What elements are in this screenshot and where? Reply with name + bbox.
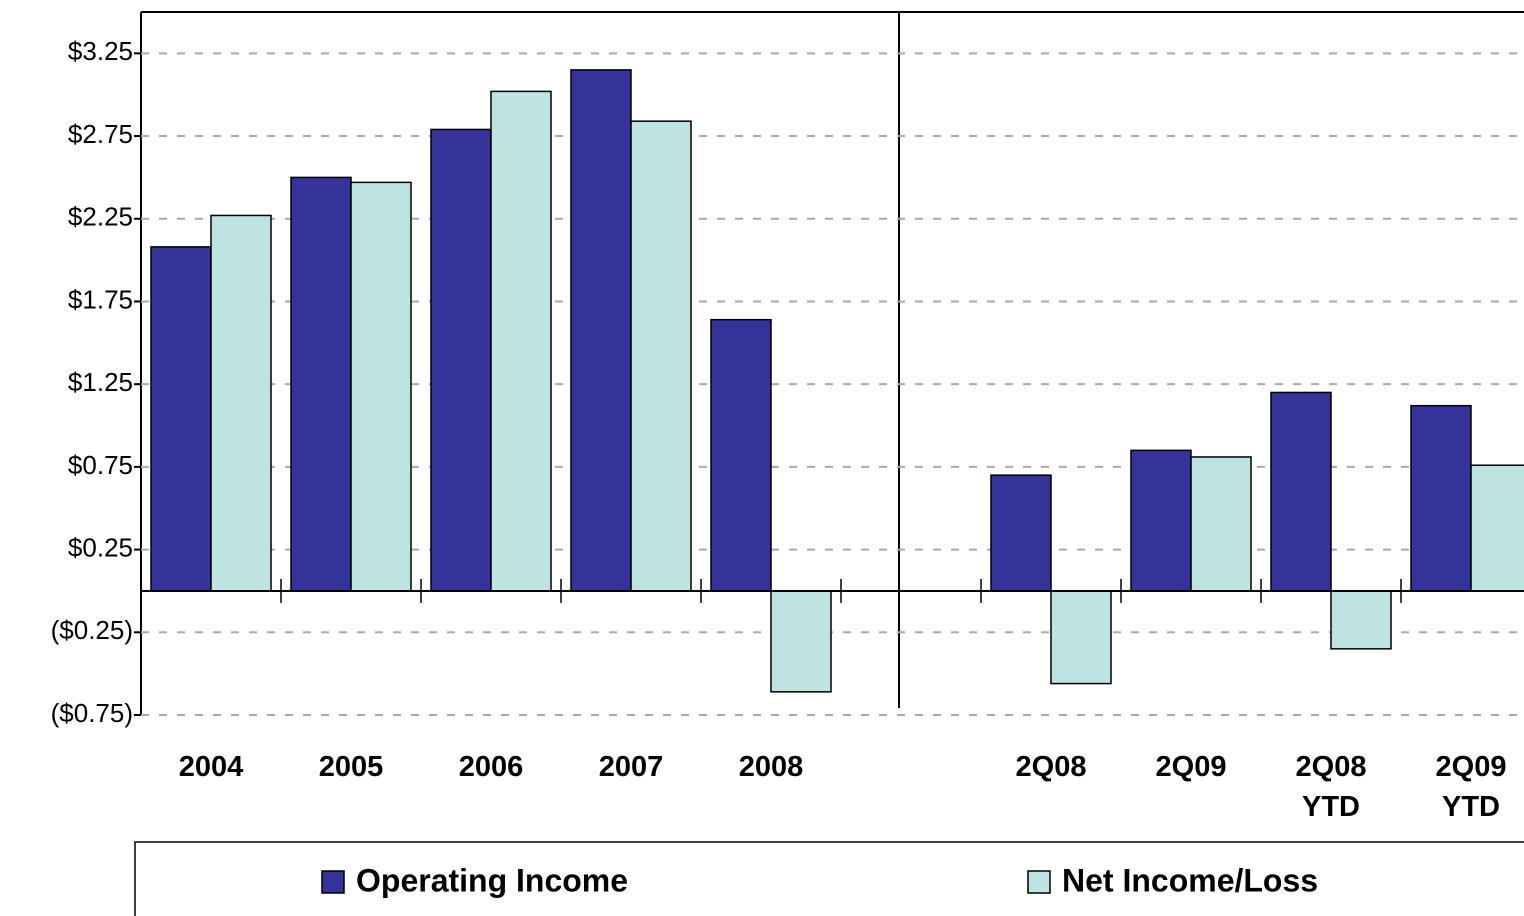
- legend-box: [134, 841, 1524, 916]
- x-tick-label: 2004: [178, 751, 244, 783]
- legend-label: Operating Income: [356, 862, 628, 898]
- bar: [1270, 391, 1332, 592]
- bar: [1130, 449, 1192, 592]
- bar: [210, 214, 272, 592]
- bar: [350, 181, 412, 592]
- bar: [1050, 590, 1112, 685]
- bar: [630, 120, 692, 592]
- bar: [1330, 590, 1392, 650]
- legend-label: Net Income/Loss: [1062, 862, 1318, 898]
- y-tick-label: ($0.75): [51, 698, 133, 728]
- legend-swatch: [321, 870, 345, 894]
- y-tick-label: $1.25: [68, 367, 133, 397]
- bar: [290, 176, 352, 592]
- x-tick-label: 2007: [598, 751, 664, 783]
- y-tick-label: $0.25: [68, 532, 133, 562]
- bar: [990, 474, 1052, 592]
- y-tick-label: $3.25: [68, 36, 133, 66]
- bar: [1470, 464, 1524, 592]
- bar: [710, 318, 772, 592]
- y-tick-label: $2.75: [68, 119, 133, 149]
- bar: [150, 246, 212, 592]
- bar: [490, 90, 552, 592]
- bar: [430, 128, 492, 592]
- x-tick-label: 2006: [458, 751, 524, 783]
- bar: [570, 69, 632, 592]
- x-tick-label: 2008: [738, 751, 804, 783]
- x-tick-label: 2005: [318, 751, 384, 783]
- y-tick-label: $1.75: [68, 284, 133, 314]
- y-tick-label: $2.25: [68, 202, 133, 232]
- bar: [1190, 456, 1252, 592]
- bar: [770, 590, 832, 693]
- x-tick-label: 2Q08: [1015, 751, 1087, 783]
- x-tick-label: 2Q09: [1155, 751, 1227, 783]
- x-tick-label: 2Q08 YTD: [1295, 751, 1367, 823]
- bar: [1410, 404, 1472, 592]
- x-tick-label: 2Q09 YTD: [1435, 751, 1507, 823]
- legend-swatch: [1027, 870, 1051, 894]
- y-tick-label: $0.75: [68, 450, 133, 480]
- y-tick-label: ($0.25): [51, 615, 133, 645]
